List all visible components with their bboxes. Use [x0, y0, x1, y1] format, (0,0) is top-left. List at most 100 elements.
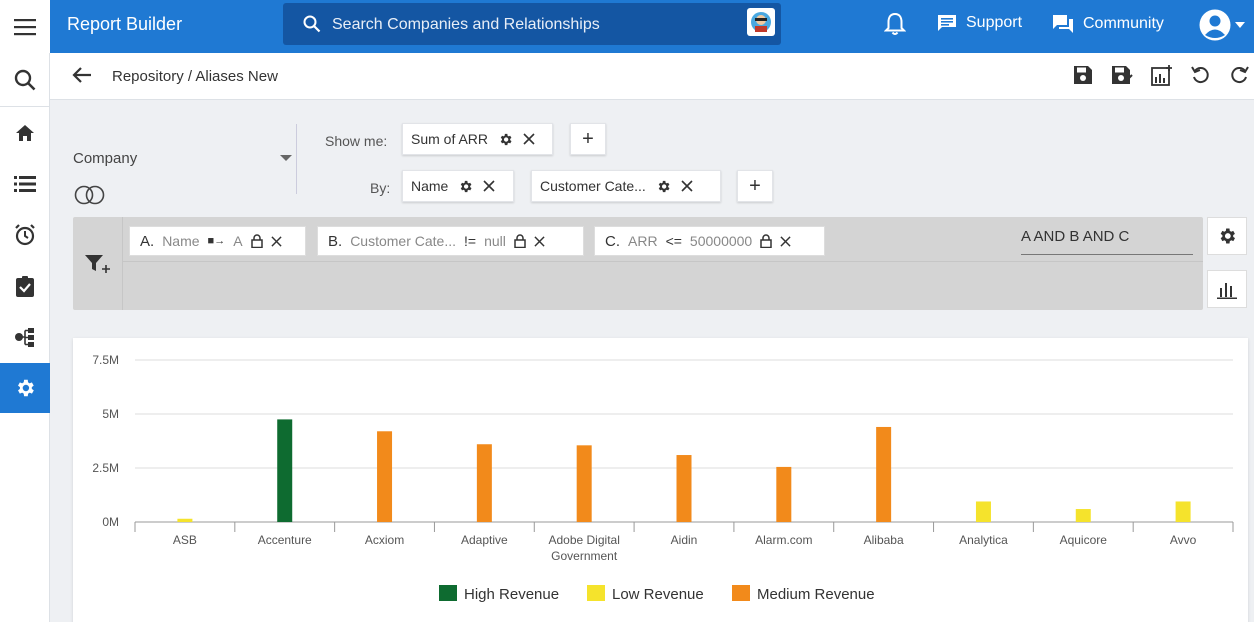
close-icon[interactable]	[780, 235, 791, 247]
measure-chip[interactable]: Sum of ARR	[402, 123, 553, 155]
sidebar-settings[interactable]	[0, 363, 50, 413]
lock-icon[interactable]	[514, 234, 526, 248]
group-chip-label: Customer Cate...	[540, 178, 646, 194]
lock-icon[interactable]	[760, 234, 772, 248]
bar	[776, 466, 792, 522]
caret-down-icon	[1235, 22, 1245, 28]
x-tick-label: Analytica	[959, 533, 1008, 547]
breadcrumb: Repository / Aliases New	[112, 68, 278, 85]
object-caret-icon[interactable]	[280, 155, 292, 161]
bar	[876, 426, 892, 522]
refresh-icon	[1231, 66, 1249, 84]
sidebar-home[interactable]	[0, 108, 50, 158]
sidebar-tasks[interactable]	[0, 261, 50, 311]
chart-type-button[interactable]	[1207, 270, 1247, 308]
filter-value: null	[484, 233, 506, 249]
breadcrumb-separator: /	[187, 68, 193, 85]
top-bar: Report Builder Search Companies and Rela…	[0, 0, 1254, 53]
show-me-label: Show me:	[325, 133, 388, 149]
filter-field: ARR	[628, 233, 658, 249]
back-button[interactable]	[72, 66, 92, 89]
lock-icon[interactable]	[250, 234, 263, 248]
y-tick-label: 5M	[102, 407, 119, 421]
assistant-avatar-icon[interactable]	[747, 8, 775, 36]
filter-chip-b[interactable]: B. Customer Cate... != null	[317, 226, 584, 256]
save-as-button[interactable]	[1111, 65, 1133, 91]
join-object-button[interactable]	[73, 185, 107, 210]
sidebar-list[interactable]	[0, 159, 50, 209]
community-link[interactable]: Community	[1052, 14, 1164, 34]
clipboard-check-icon	[16, 275, 34, 297]
support-link[interactable]: Support	[937, 14, 1022, 32]
x-tick-label: Avvo	[1170, 533, 1197, 547]
notifications-button[interactable]	[883, 12, 907, 41]
x-tick-label: Government	[551, 549, 618, 563]
gear-icon[interactable]	[498, 132, 513, 147]
legend-label: Medium Revenue	[757, 586, 875, 603]
x-tick-label: Acxiom	[365, 533, 404, 547]
group-chip-name[interactable]: Name	[402, 170, 514, 202]
x-tick-label: Alibaba	[864, 533, 904, 547]
close-icon[interactable]	[534, 235, 545, 247]
sidebar-hierarchy[interactable]	[0, 312, 50, 362]
hamburger-icon	[14, 18, 36, 35]
filter-chip-c[interactable]: C. ARR <= 50000000	[594, 226, 825, 256]
bar	[1075, 509, 1091, 522]
search-placeholder: Search Companies and Relationships	[332, 16, 600, 33]
filter-key: A.	[140, 232, 155, 250]
measure-chip-label: Sum of ARR	[411, 131, 489, 147]
y-tick-label: 2.5M	[92, 461, 119, 475]
filter-field: Name	[162, 233, 200, 249]
x-tick-label: ASB	[173, 533, 197, 547]
forum-icon	[1053, 15, 1073, 33]
filter-op-symbol: !=	[464, 233, 477, 249]
filter-value: 50000000	[689, 233, 753, 249]
community-label: Community	[1083, 15, 1164, 32]
global-search[interactable]: Search Companies and Relationships	[283, 3, 781, 45]
menu-button[interactable]	[0, 0, 50, 53]
plus-icon: +	[582, 127, 594, 150]
breadcrumb-parent[interactable]: Repository	[112, 68, 184, 85]
bell-icon	[883, 12, 907, 35]
user-avatar-icon	[1199, 9, 1231, 41]
gear-icon[interactable]	[656, 179, 671, 194]
object-selector[interactable]: Company	[73, 150, 138, 167]
filter-logic-input[interactable]: A AND B AND C	[1021, 228, 1193, 255]
sidebar-search[interactable]	[0, 55, 50, 105]
filter-value: A	[233, 233, 243, 249]
close-icon[interactable]	[270, 235, 282, 247]
close-icon[interactable]	[681, 180, 693, 192]
add-measure-button[interactable]: +	[570, 123, 606, 155]
filter-divider	[123, 261, 1203, 262]
x-tick-label: Aquicore	[1060, 533, 1108, 547]
add-filter-button[interactable]	[73, 217, 123, 310]
filter-field: Customer Cate...	[350, 233, 457, 249]
undo-button[interactable]	[1191, 65, 1211, 91]
refresh-button[interactable]	[1229, 65, 1249, 91]
close-icon[interactable]	[523, 133, 535, 145]
close-icon[interactable]	[483, 180, 495, 192]
bar	[975, 501, 991, 522]
bar	[676, 455, 692, 522]
save-as-icon	[1112, 66, 1133, 84]
filter-chip-a[interactable]: A. Name ■→ A	[129, 226, 306, 256]
group-chip-customer-category[interactable]: Customer Cate...	[531, 170, 721, 202]
gear-icon[interactable]	[458, 179, 473, 194]
x-tick-label: Accenture	[258, 533, 312, 547]
report-settings-button[interactable]	[1207, 217, 1247, 255]
add-group-button[interactable]: +	[737, 170, 773, 202]
support-label: Support	[966, 14, 1023, 31]
add-to-dashboard-button[interactable]	[1151, 65, 1173, 91]
sidebar-timeline[interactable]	[0, 210, 50, 260]
search-icon	[303, 15, 321, 33]
legend-swatch	[587, 585, 605, 601]
save-button[interactable]	[1073, 65, 1093, 91]
list-icon	[14, 176, 36, 192]
left-sidebar	[0, 53, 50, 622]
app-title: Report Builder	[67, 14, 183, 34]
bar-chart-icon	[1217, 283, 1237, 299]
legend-swatch	[439, 585, 457, 601]
group-chip-label: Name	[411, 178, 449, 194]
by-label: By:	[370, 180, 391, 196]
user-menu[interactable]	[1199, 9, 1245, 41]
